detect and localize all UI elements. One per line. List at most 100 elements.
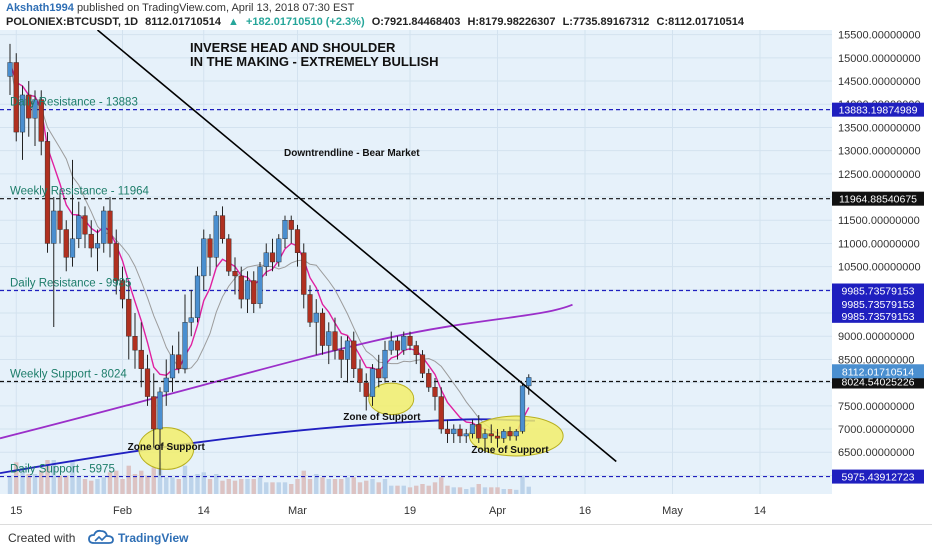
candle-body	[507, 431, 513, 437]
price-tag: 9985.73579153	[842, 311, 915, 323]
candle-body	[26, 94, 32, 119]
volume-bar	[170, 477, 175, 494]
volume-bar	[20, 467, 25, 494]
level-price-tag: 11964.88540675	[839, 194, 917, 206]
volume-bar	[526, 486, 531, 494]
ohlc-line: POLONIEX:BTCUSDT, 1D 8112.01710514 ▲ +18…	[6, 16, 748, 28]
volume-bar	[345, 477, 350, 494]
volume-bar	[326, 479, 331, 494]
price-tag-bg	[832, 296, 924, 311]
candle-body	[188, 317, 194, 323]
candle-body	[63, 229, 69, 258]
volume-bar	[332, 479, 338, 494]
candle-body	[263, 252, 269, 267]
level-price-tag: 8024.54025226	[842, 377, 915, 389]
volume-bar	[107, 472, 113, 494]
candle-body	[276, 238, 282, 263]
volume-bar	[370, 479, 375, 494]
volume-bar	[289, 484, 294, 494]
volume-bar	[376, 482, 381, 494]
trendline-label: Downtrendline - Bear Market	[284, 148, 420, 159]
support-zone-ellipse	[368, 382, 415, 416]
tradingview-cloud-icon[interactable]	[88, 529, 114, 547]
price-tick-label: 15500.00000000	[838, 30, 921, 42]
volume-bar	[32, 474, 38, 494]
candle-body	[476, 424, 482, 439]
price-tick-label: 11000.00000000	[838, 238, 920, 250]
volume-bar	[164, 477, 169, 494]
price-tags: 13883.19874989 11964.88540675 9985.7357915…	[832, 102, 924, 484]
time-axis[interactable]	[0, 494, 832, 524]
level-price-tag-bg	[832, 191, 924, 206]
candle-body	[207, 238, 213, 258]
volume-bar	[439, 477, 444, 494]
volume-bar	[151, 467, 156, 494]
level-label: Daily Support - 5975	[10, 464, 115, 476]
level-price-tag-bg	[832, 283, 924, 298]
volume-bar	[176, 479, 181, 494]
price-tick-label: 13500.00000000	[838, 122, 921, 134]
candle-body	[19, 94, 26, 133]
volume-bar	[314, 474, 319, 494]
candle-body	[232, 271, 238, 277]
candle-body	[307, 294, 313, 323]
volume-bar	[207, 479, 213, 494]
candle-body	[338, 349, 344, 360]
chart-header: Akshath1994 published on TradingView.com…	[0, 0, 932, 30]
candle-body	[126, 298, 132, 337]
candle-body	[251, 280, 257, 304]
volume-bar	[351, 477, 356, 494]
time-tick-label: Feb	[113, 505, 132, 517]
volume-bar	[132, 474, 138, 494]
author-name[interactable]: Akshath1994	[6, 2, 74, 14]
volume-bar	[201, 472, 206, 494]
candle-body	[76, 215, 82, 240]
price-tick-label: 13000.00000000	[838, 146, 921, 158]
plot-area[interactable]	[0, 30, 832, 494]
support-zones	[138, 382, 564, 470]
created-with-label: Created with	[8, 531, 76, 545]
candle-body	[282, 220, 288, 240]
volume-bar	[7, 475, 13, 494]
candle-body	[463, 433, 469, 437]
candle-body	[44, 141, 51, 244]
candle-body	[494, 435, 501, 439]
level-label: Daily Resistance - 9985	[10, 278, 131, 290]
volume-bar	[432, 482, 438, 494]
open-value: O:7921.84468403	[371, 16, 461, 28]
candle-body	[319, 312, 326, 346]
tradingview-brand[interactable]: TradingView	[118, 531, 189, 545]
volume-bar	[245, 479, 250, 494]
price-tick-label: 12500.00000000	[838, 169, 921, 181]
price-chart[interactable]: Daily Resistance - 13883 Weekly Resistanc…	[0, 30, 932, 524]
level-price-tag: 9985.73579153	[842, 286, 915, 298]
volume-bar	[476, 484, 481, 494]
volume-bar	[401, 485, 406, 494]
candle-body	[151, 396, 157, 430]
volume-bar	[51, 460, 56, 494]
grid	[0, 30, 832, 494]
candle-body	[501, 431, 507, 439]
candle-body	[82, 215, 88, 235]
volume-bar	[301, 470, 306, 494]
volume-bar	[189, 477, 194, 494]
candle-body	[119, 280, 126, 300]
candle-body	[138, 349, 144, 369]
candle-body	[163, 377, 169, 393]
candle-body	[257, 266, 263, 304]
candle-body	[513, 431, 519, 437]
volume-bar	[232, 480, 238, 494]
candle-body	[326, 331, 332, 346]
price-tick-label: 14500.00000000	[838, 76, 921, 88]
level-price-tag-bg	[832, 469, 924, 484]
level-price-tag-bg	[832, 102, 924, 117]
volume-bar	[276, 482, 281, 494]
level-lines	[0, 109, 832, 478]
candle-body	[157, 391, 163, 430]
price-tick-label: 9000.00000000	[838, 331, 914, 343]
candle-body	[288, 220, 294, 230]
time-tick-label: Mar	[288, 505, 307, 517]
chart-title-line: IN THE MAKING - EXTREMELY BULLISH	[190, 54, 438, 69]
volume-bar	[389, 485, 394, 494]
publish-info: published on TradingView.com, April 13, …	[76, 2, 355, 14]
